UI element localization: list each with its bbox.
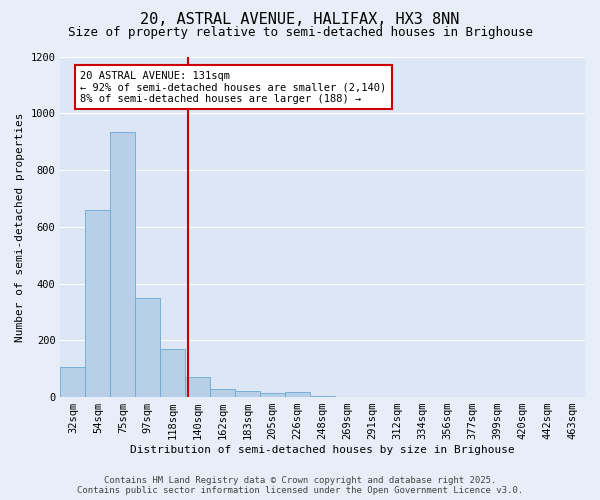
Bar <box>310 396 335 397</box>
Bar <box>260 394 285 397</box>
Bar <box>136 298 160 397</box>
Bar <box>110 132 136 397</box>
Text: 20 ASTRAL AVENUE: 131sqm
← 92% of semi-detached houses are smaller (2,140)
8% of: 20 ASTRAL AVENUE: 131sqm ← 92% of semi-d… <box>80 70 386 104</box>
Text: Contains HM Land Registry data © Crown copyright and database right 2025.
Contai: Contains HM Land Registry data © Crown c… <box>77 476 523 495</box>
Bar <box>235 391 260 397</box>
Text: Size of property relative to semi-detached houses in Brighouse: Size of property relative to semi-detach… <box>67 26 533 39</box>
Bar <box>185 377 210 397</box>
Y-axis label: Number of semi-detached properties: Number of semi-detached properties <box>15 112 25 342</box>
Bar <box>335 396 360 397</box>
Bar <box>210 388 235 397</box>
Bar <box>285 392 310 397</box>
Bar <box>61 368 85 397</box>
Bar <box>85 210 110 397</box>
Bar <box>160 349 185 397</box>
Text: 20, ASTRAL AVENUE, HALIFAX, HX3 8NN: 20, ASTRAL AVENUE, HALIFAX, HX3 8NN <box>140 12 460 28</box>
X-axis label: Distribution of semi-detached houses by size in Brighouse: Distribution of semi-detached houses by … <box>130 445 515 455</box>
